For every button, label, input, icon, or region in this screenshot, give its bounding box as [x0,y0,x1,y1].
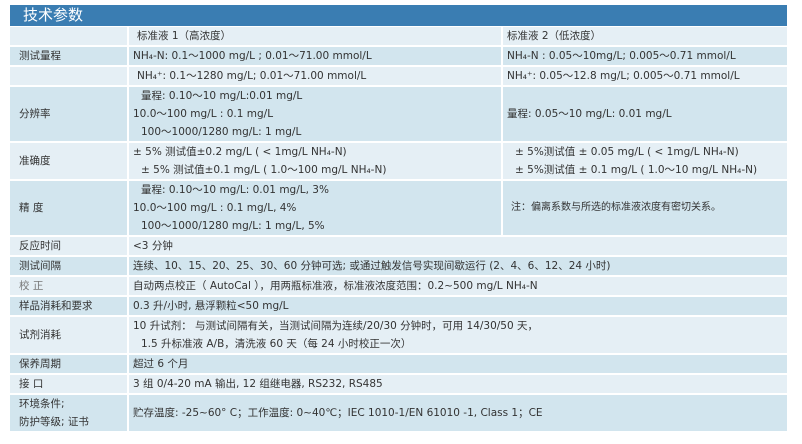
cell: 3 组 0/4-20 mA 输出, 12 组继电器, RS232, RS485 [129,375,787,393]
table-row: 环境条件; 防护等级; 证书 贮存温度: -25~60° C；工作温度: 0~4… [10,395,787,431]
cell: 贮存温度: -25~60° C；工作温度: 0~40℃；IEC 1010-1/E… [129,395,787,431]
cell: 量程: 0.10～10 mg/L: 0.01 mg/L, 3% 10.0～100… [129,181,503,235]
row-label: 反应时间 [10,237,129,255]
table-row: 试剂消耗 10 升试剂： 与测试间隔有关，当测试间隔为连续/20/30 分钟时，… [10,317,787,353]
cell: 量程: 0.10～10 mg/L:0.01 mg/L 10.0～100 mg/L… [129,87,503,141]
row-label: 精 度 [10,181,129,235]
table-row: 准确度 ± 5% 测试值±0.2 mg/L ( < 1mg/L NH₄-N) ±… [10,143,787,179]
table-row: 测试间隔 连续、10、15、20、25、30、60 分钟可选; 或通过触发信号实… [10,257,787,275]
table-row: 精 度 量程: 0.10～10 mg/L: 0.01 mg/L, 3% 10.0… [10,181,787,235]
cell: 自动两点校正（ AutoCal ），用两瓶标准液，标准液浓度范围：0.2~500… [129,277,787,295]
table-row: 接 口 3 组 0/4-20 mA 输出, 12 组继电器, RS232, RS… [10,375,787,393]
cell: ± 5%测试值 ± 0.05 mg/L ( < 1mg/L NH₄-N) ± 5… [503,143,787,179]
row-label: 分辨率 [10,87,129,141]
table-row: 分辨率 量程: 0.10～10 mg/L:0.01 mg/L 10.0～100 … [10,87,787,141]
cell: 10 升试剂： 与测试间隔有关，当测试间隔为连续/20/30 分钟时，可用 14… [129,317,787,353]
row-label: 保养周期 [10,355,129,373]
cell: NH₄⁺: 0.1～1280 mg/L; 0.01～71.00 mmol/L [129,67,503,85]
section-title: 技术参数 [10,5,787,26]
table-row: 校 正 自动两点校正（ AutoCal ），用两瓶标准液，标准液浓度范围：0.2… [10,277,787,295]
cell: 0.3 升/小时, 悬浮颗粒<50 mg/L [129,297,787,315]
col2-header: 标准液 2（低浓度） [503,27,787,45]
cell: 超过 6 个月 [129,355,787,373]
cell: 连续、10、15、20、25、30、60 分钟可选; 或通过触发信号实现间歇运行… [129,257,787,275]
table-row: 反应时间 <3 分钟 [10,237,787,255]
cell: NH₄-N: 0.1～1000 mg/L ; 0.01～71.00 mmol/L [129,47,503,65]
row-label: 接 口 [10,375,129,393]
cell: ± 5% 测试值±0.2 mg/L ( < 1mg/L NH₄-N) ± 5% … [129,143,503,179]
table-row: 样品消耗和要求 0.3 升/小时, 悬浮颗粒<50 mg/L [10,297,787,315]
row-label: 校 正 [10,277,129,295]
cell: <3 分钟 [129,237,787,255]
table-row: 保养周期 超过 6 个月 [10,355,787,373]
row-label: 测试间隔 [10,257,129,275]
cell: NH₄⁺: 0.05～12.8 mg/L; 0.005～0.71 mmol/L [503,67,787,85]
col1-header: 标准液 1（高浓度） [129,27,503,45]
tech-spec-table: 技术参数 标准液 1（高浓度） 标准液 2（低浓度） 测试量程 NH₄-N: 0… [10,5,787,433]
row-label: 试剂消耗 [10,317,129,353]
row-label: 准确度 [10,143,129,179]
row-label: 环境条件; 防护等级; 证书 [10,395,129,431]
table-row: NH₄⁺: 0.1～1280 mg/L; 0.01～71.00 mmol/L N… [10,67,787,85]
cell: 注：偏离系数与所选的标准液浓度有密切关系。 [503,181,787,235]
cell: 量程: 0.05～10 mg/L: 0.01 mg/L [503,87,787,141]
table-header-row: 标准液 1（高浓度） 标准液 2（低浓度） [10,27,787,45]
cell: NH₄-N : 0.05～10mg/L; 0.005～0.71 mmol/L [503,47,787,65]
row-label: 测试量程 [10,47,129,65]
table-row: 测试量程 NH₄-N: 0.1～1000 mg/L ; 0.01～71.00 m… [10,47,787,65]
row-label: 样品消耗和要求 [10,297,129,315]
